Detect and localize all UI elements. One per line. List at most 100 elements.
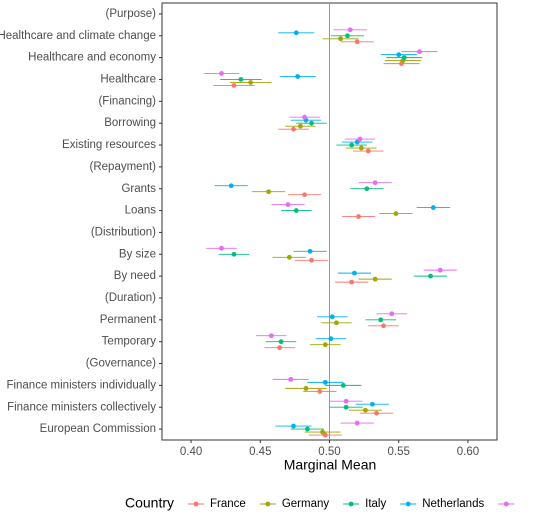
point bbox=[347, 27, 353, 33]
point bbox=[428, 273, 433, 279]
point bbox=[219, 71, 224, 76]
y-tick-label: By need bbox=[114, 270, 156, 282]
point bbox=[364, 186, 370, 192]
point bbox=[437, 267, 443, 273]
x-tick-label: 0.40 bbox=[180, 446, 202, 458]
point bbox=[322, 379, 328, 385]
legend-label: Italy bbox=[365, 498, 386, 510]
point bbox=[302, 192, 307, 198]
legend-label: Germany bbox=[282, 498, 330, 510]
point bbox=[393, 211, 399, 216]
point bbox=[378, 317, 384, 323]
point bbox=[231, 251, 237, 257]
point bbox=[286, 254, 292, 260]
x-axis-title: Marginal Mean bbox=[284, 457, 377, 473]
y-tick-label: Temporary bbox=[102, 336, 157, 348]
point bbox=[293, 208, 299, 213]
point bbox=[322, 342, 328, 348]
y-tick-label: Healthcare and economy bbox=[28, 52, 156, 64]
point bbox=[304, 426, 310, 432]
point bbox=[349, 279, 355, 285]
point bbox=[228, 183, 234, 189]
x-tick-label: 0.45 bbox=[249, 446, 271, 458]
point bbox=[307, 248, 313, 254]
legend-title: Country bbox=[125, 495, 174, 511]
point bbox=[338, 36, 343, 42]
point bbox=[354, 420, 360, 426]
x-tick-label: 0.60 bbox=[457, 446, 479, 458]
legend-key bbox=[405, 501, 411, 507]
y-tick-label: Finance ministers collectively bbox=[7, 401, 156, 413]
point bbox=[303, 385, 309, 391]
point bbox=[238, 77, 244, 82]
y-tick-label: Grants bbox=[121, 183, 156, 195]
legend-label: France bbox=[210, 498, 246, 510]
point bbox=[358, 145, 364, 151]
y-tick-label: European Commission bbox=[40, 423, 156, 435]
point bbox=[309, 120, 314, 126]
point bbox=[329, 314, 335, 320]
legend-key bbox=[265, 501, 271, 507]
point bbox=[389, 311, 395, 317]
point bbox=[291, 126, 296, 132]
point bbox=[363, 407, 368, 413]
x-tick-label: 0.50 bbox=[318, 446, 340, 458]
point bbox=[266, 189, 271, 195]
point bbox=[372, 276, 378, 282]
point bbox=[231, 83, 237, 88]
point bbox=[320, 429, 325, 435]
point bbox=[352, 270, 357, 276]
point bbox=[248, 80, 253, 85]
y-tick-label: Existing resources bbox=[62, 139, 156, 151]
point bbox=[219, 245, 224, 251]
legend-key bbox=[193, 501, 199, 507]
point bbox=[302, 114, 307, 120]
point bbox=[278, 339, 284, 345]
point bbox=[372, 180, 378, 186]
point bbox=[343, 398, 349, 404]
y-tick-label: Loans bbox=[125, 205, 157, 217]
point bbox=[295, 74, 301, 79]
y-tick-label: (Duration) bbox=[105, 292, 156, 304]
point bbox=[340, 382, 346, 388]
point bbox=[291, 423, 296, 429]
point bbox=[288, 376, 294, 382]
point bbox=[357, 136, 363, 142]
point bbox=[268, 333, 274, 339]
x-tick-label: 0.55 bbox=[388, 446, 410, 458]
y-tick-label: (Repayment) bbox=[90, 161, 157, 173]
point bbox=[417, 49, 422, 55]
y-tick-label: Healthcare bbox=[100, 74, 156, 86]
point bbox=[430, 205, 436, 210]
y-tick-label: By size bbox=[119, 248, 156, 260]
point bbox=[356, 214, 361, 219]
point bbox=[401, 55, 407, 61]
point bbox=[396, 52, 402, 58]
point bbox=[381, 323, 386, 329]
y-tick-label: (Financing) bbox=[98, 95, 156, 107]
point bbox=[328, 336, 334, 342]
point bbox=[374, 410, 379, 416]
y-tick-label: Healthcare and climate change bbox=[0, 30, 156, 42]
point bbox=[309, 257, 314, 263]
legend-key bbox=[503, 501, 509, 507]
y-tick-label: (Purpose) bbox=[106, 8, 157, 20]
legend-key bbox=[348, 501, 354, 507]
point bbox=[354, 39, 360, 45]
point bbox=[365, 148, 371, 154]
point bbox=[345, 33, 350, 39]
point bbox=[349, 142, 355, 148]
y-tick-label: Finance ministers individually bbox=[6, 379, 156, 391]
point bbox=[370, 401, 375, 407]
point bbox=[293, 30, 299, 36]
y-tick-label: Borrowing bbox=[104, 117, 156, 129]
point bbox=[334, 320, 339, 326]
point bbox=[298, 123, 303, 129]
point bbox=[277, 345, 283, 351]
point bbox=[285, 202, 291, 207]
legend-label: Netherlands bbox=[422, 498, 484, 510]
y-tick-label: (Distribution) bbox=[91, 226, 156, 238]
y-tick-label: (Governance) bbox=[86, 358, 156, 370]
